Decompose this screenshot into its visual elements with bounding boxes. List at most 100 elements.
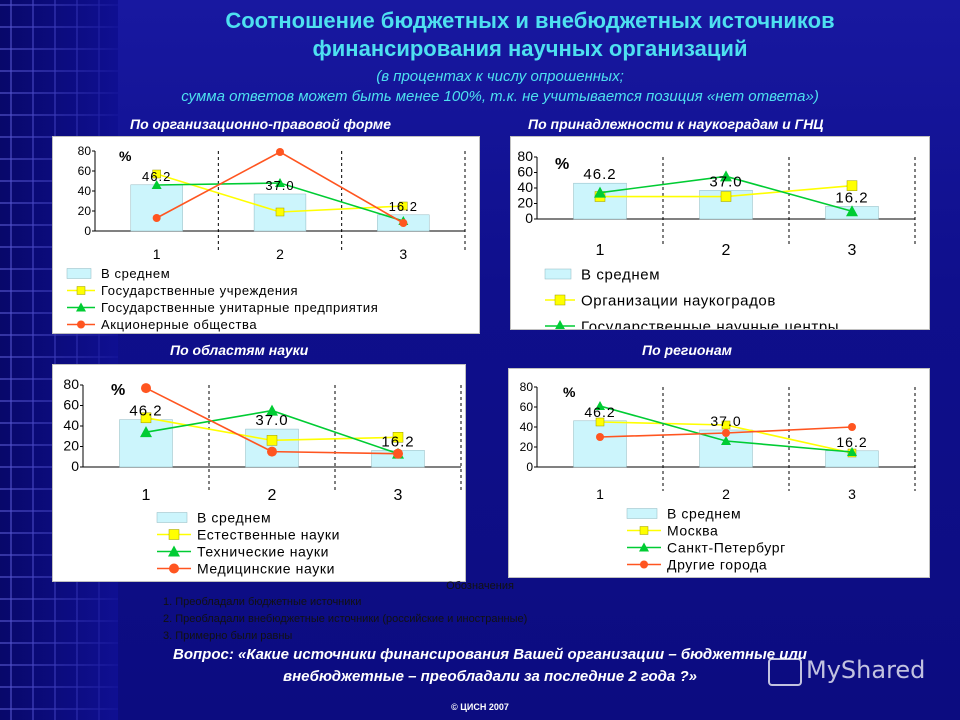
series-point — [399, 201, 408, 211]
y-tick-label: 0 — [71, 458, 79, 474]
legend-label: Медицинские науки — [197, 560, 335, 576]
y-axis-unit-label: % — [555, 156, 569, 173]
note-item-2: 2. Преобладали внебюджетные источники (р… — [163, 613, 528, 625]
x-tick-label: 2 — [268, 487, 277, 504]
x-tick-label: 1 — [142, 487, 151, 504]
series-point — [266, 435, 278, 446]
series-point — [141, 383, 151, 394]
y-tick-label: 40 — [517, 179, 533, 195]
series-point — [152, 214, 161, 222]
note-item-1: 1. Преобладали бюджетные источники — [163, 596, 362, 608]
bar-value-label: 37.0 — [710, 413, 741, 429]
bar-value-label: 37.0 — [255, 412, 288, 429]
bar-value-label: 37.0 — [709, 173, 742, 190]
series-point — [595, 401, 605, 410]
x-tick-label: 3 — [399, 246, 407, 262]
legend-symbol-marker — [168, 545, 180, 557]
page-subtitle-line1: (в процентах к числу опрошенных; — [376, 68, 624, 85]
series-point — [594, 186, 606, 198]
legend-label: Санкт-Петербург — [667, 539, 786, 555]
series-point — [152, 169, 161, 179]
series-point — [140, 412, 152, 424]
series-point — [393, 448, 403, 459]
legend-symbol-marker — [640, 560, 648, 569]
series-point — [595, 417, 605, 427]
legend-symbol-bar — [626, 508, 658, 519]
series-point — [721, 436, 731, 445]
series-point — [596, 433, 604, 441]
series-point — [399, 219, 408, 227]
series-point — [848, 423, 856, 431]
notes-heading: Обозначения — [446, 580, 514, 592]
y-tick-label: 20 — [520, 440, 534, 454]
series-point — [847, 447, 857, 456]
legend-symbol-marker — [76, 302, 86, 312]
legend-symbol-marker — [639, 526, 649, 535]
y-tick-label: 0 — [525, 210, 533, 226]
bar-value-label: 16.2 — [381, 433, 414, 450]
legend-symbol-marker — [76, 286, 86, 295]
series-point — [140, 426, 152, 438]
y-tick-label: 20 — [63, 438, 79, 454]
bar — [573, 420, 627, 468]
question-line2: внебюджетные – преобладали за последние … — [283, 668, 697, 685]
y-tick-label: 40 — [63, 417, 79, 433]
series-point — [392, 432, 404, 443]
legend-symbol-marker — [554, 294, 566, 306]
x-tick-label: 1 — [596, 242, 605, 259]
watermark-icon — [768, 658, 802, 686]
series-point — [275, 207, 285, 217]
legend-symbol-bar — [544, 268, 572, 280]
y-tick-label: 80 — [517, 148, 533, 164]
series-point — [266, 404, 278, 416]
y-tick-label: 20 — [78, 204, 92, 218]
legend-symbol-marker — [169, 563, 179, 574]
y-tick-label: 0 — [526, 460, 533, 474]
series-point — [275, 178, 285, 187]
y-axis-unit-label: % — [563, 384, 576, 400]
x-tick-label: 3 — [848, 486, 856, 502]
legend-label: Другие города — [667, 556, 767, 572]
bar-value-label: 16.2 — [835, 189, 868, 206]
series-point — [720, 170, 732, 182]
legend-label: Государственные научные центры — [581, 318, 839, 329]
bar-value-label: 46.2 — [129, 403, 162, 420]
legend-label: Естественные науки — [197, 526, 340, 542]
legend-label: Москва — [667, 522, 718, 538]
legend-symbol-marker — [555, 320, 565, 329]
legend-label: В среднем — [197, 509, 271, 525]
question-line1: Вопрос: «Какие источники финансирования … — [173, 646, 807, 663]
chart-org-form: 0 20 40 60 80 % 46.2 37.0 16.2 1 2 3 В среднем Госуда… — [66, 144, 466, 332]
y-tick-label: 60 — [63, 397, 79, 413]
chart-panel-science: 0 20 40 60 80% 46.2 37.0 16.2 1 2 3 В среднем Естест… — [52, 364, 466, 582]
x-tick-label: 3 — [848, 242, 857, 259]
y-tick-label: 60 — [520, 400, 534, 414]
bar-value-label: 46.2 — [584, 404, 615, 420]
legend-label: В среднем — [667, 505, 741, 521]
x-tick-label: 1 — [153, 246, 161, 262]
copyright: © ЦИСН 2007 — [451, 702, 509, 712]
chart-title-naukograd: По принадлежности к наукоградам и ГНЦ — [528, 116, 824, 132]
legend-label: В среднем — [581, 266, 660, 283]
y-tick-label: 80 — [78, 144, 92, 158]
chart-title-regions: По регионам — [642, 342, 733, 358]
y-tick-label: 80 — [63, 376, 79, 392]
y-tick-label: 40 — [520, 420, 534, 434]
bar-value-label: 37.0 — [265, 178, 294, 193]
series-point — [151, 180, 162, 189]
x-tick-label: 2 — [276, 246, 284, 262]
series-point — [267, 446, 277, 457]
x-tick-label: 3 — [394, 487, 403, 504]
legend-label: Организации наукоградов — [581, 292, 776, 309]
legend-symbol-bar — [66, 268, 92, 279]
chart-title-org-form: По организационно-правовой форме — [130, 116, 391, 132]
x-tick-label: 1 — [596, 486, 604, 502]
chart-panel-naukograd: 0 20 40 60 80% 46.2 37.0 16.2 1 2 3 В среднем Органи… — [510, 136, 930, 330]
y-tick-label: 60 — [517, 164, 533, 180]
y-tick-label: 20 — [517, 195, 533, 211]
series-point — [846, 205, 858, 217]
y-tick-label: 80 — [520, 380, 534, 394]
decorative-left-strip — [0, 0, 118, 720]
legend-symbol-marker — [77, 320, 85, 329]
watermark: MyShared — [806, 656, 926, 684]
